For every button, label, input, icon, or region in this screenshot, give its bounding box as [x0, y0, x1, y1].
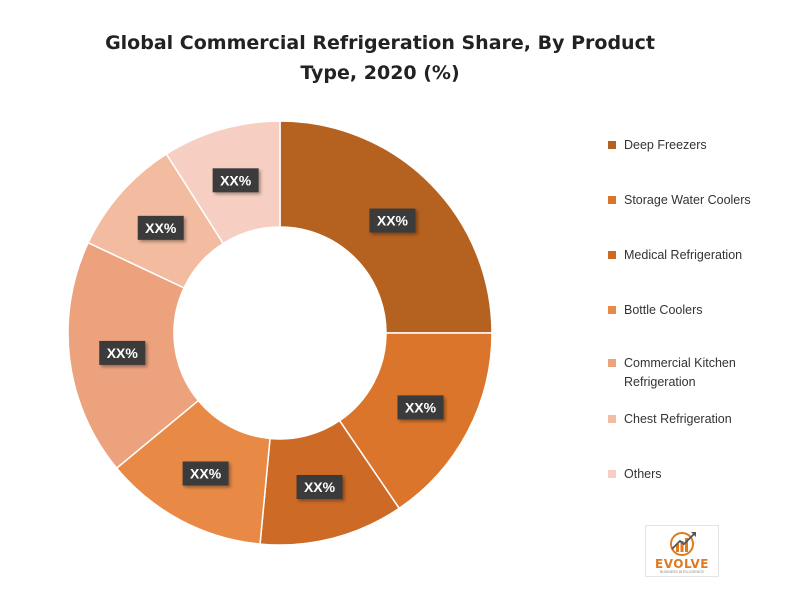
legend-swatch [608, 141, 616, 149]
data-label-box [99, 340, 146, 365]
data-label-6: XX% [137, 215, 184, 240]
data-label-4: XX% [182, 461, 229, 486]
legend-label: Bottle Coolers [624, 303, 703, 317]
data-label-7: XX% [212, 168, 259, 193]
legend-label: Medical Refrigeration [624, 248, 743, 262]
legend-swatch [608, 306, 616, 314]
data-label-2: XX% [397, 395, 444, 420]
data-label-text: XX% [190, 466, 222, 482]
evolve-logo: EVOLVE BUSINESS INTELLIGENCE [645, 525, 719, 577]
data-label-box [397, 395, 444, 420]
data-label-text: XX% [304, 479, 336, 495]
legend-label: Others [624, 467, 662, 481]
legend-label: Chest Refrigeration [624, 412, 732, 426]
legend-label: Deep Freezers [624, 138, 707, 152]
data-label-box [137, 215, 184, 240]
data-label-box [369, 208, 416, 233]
data-label-text: XX% [107, 345, 139, 361]
data-label-text: XX% [377, 213, 409, 229]
legend-swatch [608, 251, 616, 259]
data-label-box [212, 168, 259, 193]
data-label-text: XX% [145, 220, 177, 236]
data-label-5: XX% [99, 340, 146, 365]
chart-title: Global Commercial Refrigeration Share, B… [105, 32, 655, 84]
data-label-3: XX% [296, 475, 343, 500]
legend-swatch [608, 415, 616, 423]
legend-swatch [608, 196, 616, 204]
donut-slice-2 [338, 332, 493, 510]
legend-swatch [608, 470, 616, 478]
legend-label: Commercial Kitchen Refrigeration [624, 356, 736, 389]
legend-swatch [608, 359, 616, 367]
logo-tagline: BUSINESS INTELLIGENCE [660, 570, 704, 574]
data-label-box [296, 475, 343, 500]
data-label-box [182, 461, 229, 486]
growth-chart-icon [670, 532, 696, 556]
legend-label: Storage Water Coolers [624, 193, 751, 207]
data-label-1: XX% [369, 208, 416, 233]
data-label-text: XX% [220, 172, 252, 188]
data-label-text: XX% [405, 399, 437, 415]
logo-brand-text: EVOLVE [655, 557, 709, 571]
